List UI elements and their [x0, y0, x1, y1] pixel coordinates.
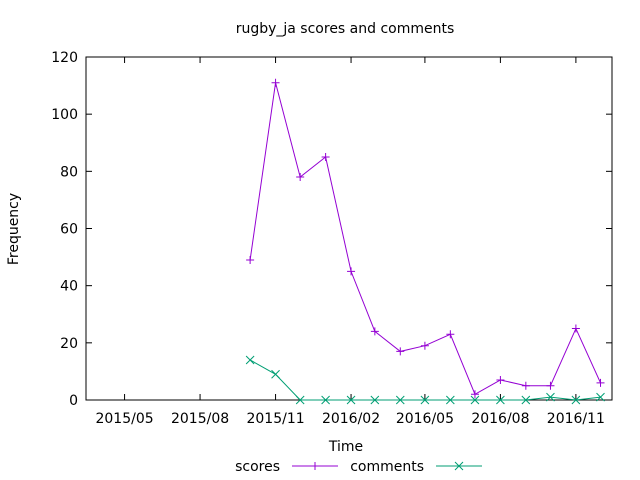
data-point: [496, 395, 505, 405]
data-point: [420, 341, 429, 350]
data-point: [571, 395, 581, 405]
data-point: [245, 355, 255, 365]
data-point: [370, 395, 380, 405]
data-point: [295, 395, 305, 405]
series-layer: [245, 78, 605, 405]
series-comments: [245, 355, 605, 405]
data-point: [370, 327, 379, 336]
x-axis: 2015/05 2015/08 2015/11 2016/02 2016/05 2016/…: [95, 57, 605, 427]
y-tick-label: 40: [60, 279, 78, 295]
series-scores: [246, 78, 605, 399]
data-point: [321, 395, 330, 405]
data-point: [420, 395, 430, 405]
x-tick-label: 2016/08: [471, 411, 529, 427]
x-tick-label: 2015/08: [171, 411, 229, 427]
y-tick-label: 120: [51, 50, 78, 66]
x-tick-label: 2016/11: [547, 411, 605, 427]
y-tick-label: 100: [51, 107, 78, 123]
data-point: [395, 395, 405, 405]
data-point: [521, 395, 531, 405]
data-point: [271, 369, 280, 379]
data-point: [347, 267, 356, 276]
x-tick-label: 2015/05: [95, 411, 153, 427]
data-point: [596, 392, 605, 402]
y-tick-label: 60: [60, 222, 78, 238]
data-point: [445, 395, 455, 405]
chart-title: rugby_ja scores and comments: [236, 21, 455, 37]
x-tick-label: 2015/11: [246, 411, 304, 427]
x-tick-label: 2016/02: [322, 411, 380, 427]
legend-label: comments: [350, 459, 424, 475]
data-point: [546, 381, 555, 390]
data-point: [496, 375, 505, 384]
data-point: [470, 395, 480, 405]
y-axis-label: Frequency: [6, 193, 22, 265]
data-point: [546, 392, 555, 402]
data-point: [446, 330, 455, 339]
legend-label: scores: [235, 459, 280, 475]
data-point: [571, 324, 580, 333]
y-tick-label: 0: [69, 393, 78, 409]
y-tick-label: 20: [60, 336, 78, 352]
y-tick-label: 80: [60, 164, 78, 180]
x-axis-label: Time: [328, 439, 363, 455]
legend: scores comments: [235, 459, 482, 475]
data-point: [346, 395, 356, 405]
data-point: [396, 347, 405, 356]
data-point: [470, 390, 479, 399]
y-axis: 0 20 40 60 80 100 120: [51, 50, 612, 409]
data-point: [321, 153, 330, 162]
legend-marker: [454, 461, 464, 471]
x-tick-label: 2016/05: [396, 411, 454, 427]
data-point: [596, 378, 605, 387]
plot-area-border: [85, 56, 613, 401]
data-point: [271, 78, 280, 87]
legend-marker: [311, 462, 319, 470]
data-point: [246, 255, 255, 264]
data-point: [296, 173, 305, 182]
data-point: [521, 381, 530, 390]
